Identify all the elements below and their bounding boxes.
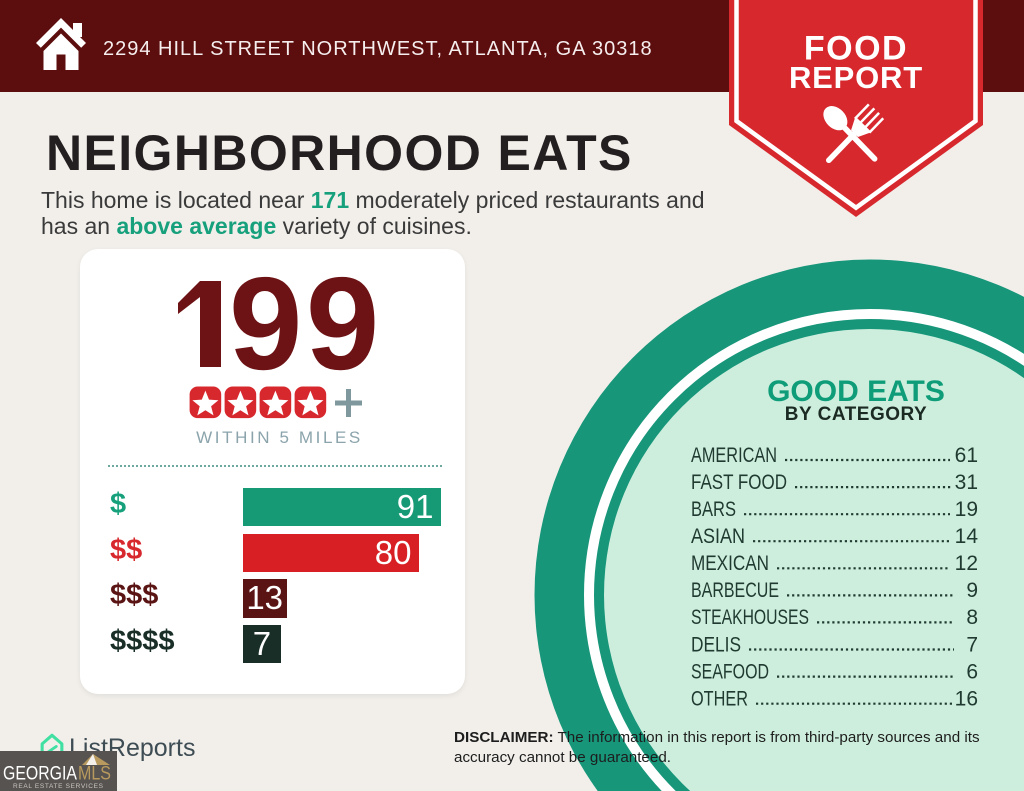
- svg-text:OTHER: OTHER: [691, 688, 748, 711]
- svg-text:FAST FOOD: FAST FOOD: [691, 471, 787, 494]
- svg-text:SEAFOOD: SEAFOOD: [691, 660, 769, 683]
- svg-text:FOOD: FOOD: [804, 30, 908, 68]
- svg-text:12: 12: [955, 552, 978, 575]
- svg-text:16: 16: [955, 688, 978, 711]
- svg-text:MEXICAN: MEXICAN: [691, 552, 769, 575]
- svg-text:MLS: MLS: [78, 763, 111, 785]
- svg-text:GEORGIA: GEORGIA: [3, 763, 77, 785]
- svg-text:ASIAN: ASIAN: [691, 525, 745, 548]
- svg-text:8: 8: [966, 606, 978, 629]
- svg-text:6: 6: [966, 660, 978, 683]
- svg-text:7: 7: [966, 633, 978, 656]
- svg-text:31: 31: [955, 471, 978, 494]
- svg-text:REPORT: REPORT: [789, 60, 923, 95]
- svg-text:BARBECUE: BARBECUE: [691, 579, 779, 602]
- svg-text:19: 19: [955, 498, 978, 521]
- svg-text:DELIS: DELIS: [691, 633, 741, 656]
- svg-text:BARS: BARS: [691, 498, 736, 521]
- svg-text:STEAKHOUSES: STEAKHOUSES: [691, 606, 809, 629]
- svg-text:9: 9: [966, 579, 978, 602]
- svg-text:61: 61: [955, 444, 978, 467]
- svg-text:14: 14: [955, 525, 979, 548]
- svg-text:REAL ESTATE SERVICES: REAL ESTATE SERVICES: [13, 783, 104, 790]
- svg-text:AMERICAN: AMERICAN: [691, 444, 777, 467]
